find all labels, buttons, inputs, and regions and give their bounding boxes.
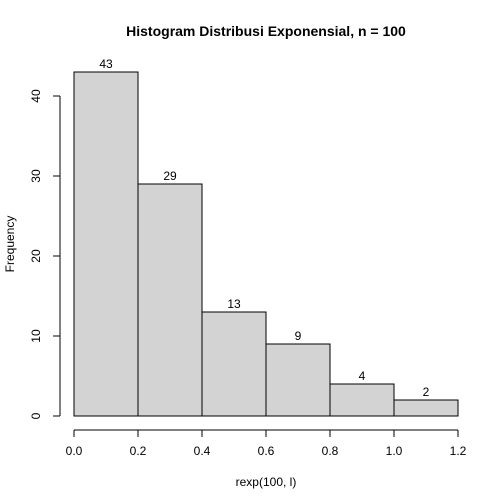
x-tick-label-2: 0.4 [194,444,211,458]
x-axis: 0.0 0.2 0.4 0.6 0.8 1.0 1.2 [66,429,467,458]
bar-count-label-0: 43 [99,57,113,71]
y-tick-label-0: 0 [29,412,43,419]
x-tick-label-5: 1.0 [386,444,403,458]
histogram-bar-0 [73,71,139,417]
bar-count-label-1: 29 [163,169,177,183]
y-tick-label-4: 40 [29,89,43,103]
bars-group: 43 29 13 9 4 2 [73,57,459,417]
histogram-bar-5 [393,399,459,417]
y-axis-label: Frequency [3,216,17,273]
histogram-bar-1 [137,183,203,417]
y-tick-label-3: 30 [29,169,43,183]
x-axis-label: rexp(100, l) [236,475,297,489]
x-tick-label-3: 0.6 [258,444,275,458]
x-tick-label-0: 0.0 [66,444,83,458]
chart-title: Histogram Distribusi Exponensial, n = 10… [126,23,406,39]
y-tick-label-2: 20 [29,249,43,263]
bar-count-label-5: 2 [423,385,430,399]
bar-count-label-2: 13 [227,297,241,311]
y-axis: 0 10 20 30 40 [29,89,61,419]
histogram-bar-3 [265,343,331,417]
bar-count-label-4: 4 [359,369,366,383]
x-tick-label-4: 0.8 [322,444,339,458]
x-tick-label-1: 0.2 [130,444,147,458]
histogram-bar-4 [329,383,395,417]
histogram-bar-2 [201,311,267,417]
bar-count-label-3: 9 [295,329,302,343]
y-tick-label-1: 10 [29,329,43,343]
x-tick-label-6: 1.2 [450,444,467,458]
